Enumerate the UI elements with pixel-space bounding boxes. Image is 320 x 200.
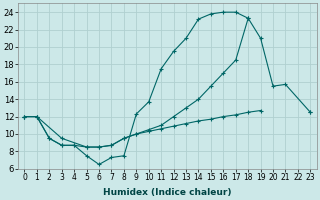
X-axis label: Humidex (Indice chaleur): Humidex (Indice chaleur)	[103, 188, 232, 197]
